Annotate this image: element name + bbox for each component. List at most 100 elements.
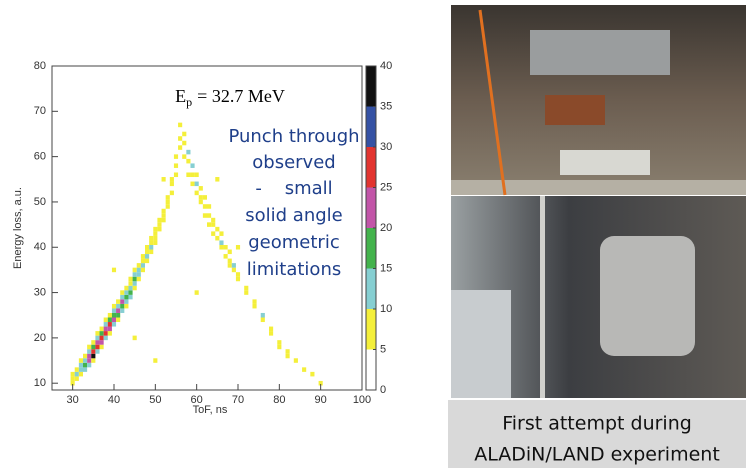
heatmap-cell — [202, 195, 207, 200]
heatmap-cell — [78, 371, 83, 377]
heatmap-cell — [231, 263, 236, 268]
heatmap-cell — [116, 299, 121, 304]
y-axis-label: Energy loss, a.u. — [12, 187, 24, 269]
x-tick-label: 50 — [149, 394, 161, 406]
heatmap-cell — [128, 294, 133, 300]
heatmap-cell — [194, 290, 199, 295]
heatmap-cell — [124, 294, 129, 300]
colorbar-tick-label: 30 — [380, 141, 392, 153]
heatmap-cell — [103, 317, 108, 323]
heatmap-cell — [91, 353, 96, 359]
heatmap-cell — [169, 177, 174, 182]
heatmap-cell — [190, 181, 195, 187]
heatmap-cell — [124, 290, 129, 295]
heatmap-cell — [207, 213, 212, 218]
heatmap-cell — [302, 367, 307, 372]
heatmap-cell — [231, 267, 236, 273]
annotation-line: solid angle — [245, 205, 342, 226]
photo-bottom — [451, 196, 746, 398]
heatmap-cell — [120, 290, 125, 295]
heatmap-cell — [161, 213, 166, 218]
y-tick-label: 10 — [34, 377, 46, 389]
heatmap-cell — [107, 312, 112, 318]
heatmap-cell — [91, 349, 96, 354]
heatmap-cell — [140, 254, 145, 259]
heatmap-cell — [111, 312, 117, 318]
heatmap-cell — [99, 335, 104, 341]
x-axis-label: ToF, ns — [193, 404, 228, 416]
heatmap-cell — [178, 136, 183, 141]
y-tick-label: 30 — [34, 286, 46, 298]
heatmap-cell — [318, 380, 323, 386]
heatmap-cell — [116, 312, 121, 318]
heatmap-cell — [132, 276, 137, 282]
heatmap-cell — [211, 217, 216, 223]
colorbar-tick-label: 15 — [380, 262, 392, 274]
x-tick-label: 70 — [232, 394, 244, 406]
heatmap-cell — [136, 272, 141, 277]
heatmap-cell — [169, 181, 174, 187]
heatmap-cell — [227, 263, 232, 268]
heatmap-cell — [198, 195, 203, 200]
heatmap-cell — [140, 267, 145, 273]
annotation-line: - small — [255, 178, 332, 199]
y-tick-label: 70 — [34, 105, 46, 117]
heatmap-cell — [207, 204, 212, 209]
annotation-line: observed — [252, 152, 335, 173]
heatmap-cell — [74, 371, 79, 377]
heatmap-cell — [103, 326, 108, 332]
heatmap-cell — [194, 190, 199, 196]
heatmap-cell — [182, 131, 187, 137]
x-tick-label: 40 — [108, 394, 120, 406]
heatmap-cell — [202, 213, 207, 218]
heatmap-cell — [244, 290, 249, 295]
colorbar-segment — [366, 106, 376, 147]
heatmap-cell — [124, 303, 129, 309]
colorbar-tick-label: 0 — [380, 384, 386, 396]
heatmap-cell — [145, 244, 150, 250]
heatmap-cell — [136, 276, 141, 282]
heatmap-cell — [293, 358, 298, 363]
y-tick-label: 50 — [34, 196, 46, 208]
annotation-line: Punch through — [228, 126, 359, 147]
heatmap-cell — [87, 349, 92, 354]
heatmap-cell — [269, 326, 274, 332]
heatmap-cell — [165, 195, 170, 200]
y-tick-label: 20 — [34, 332, 46, 344]
heatmap-cell — [70, 380, 75, 386]
plot-frame — [51, 65, 363, 391]
heatmap-cell — [91, 344, 96, 350]
heatmap-cell — [207, 222, 212, 227]
heatmap-cell — [215, 235, 220, 241]
heatmap-cell — [235, 272, 241, 277]
heatmap-cell — [111, 308, 117, 313]
heatmap-cell — [186, 158, 191, 164]
heatmap-cell — [182, 140, 187, 146]
colorbar-tick-label: 10 — [380, 303, 392, 315]
heatmap-cell — [219, 244, 224, 250]
heatmap-cell — [107, 331, 112, 336]
heatmap-cell — [244, 285, 249, 291]
heatmap-cell — [194, 181, 199, 187]
heatmap-cell — [182, 154, 187, 159]
colorbar-tick-label: 25 — [380, 181, 392, 193]
heatmap-cell — [120, 299, 125, 304]
heatmap-cell — [285, 349, 290, 354]
heatmap-cell — [136, 263, 141, 268]
heatmap-cell — [87, 344, 92, 350]
heatmap-cell — [78, 362, 83, 368]
colorbar-segment — [366, 309, 376, 350]
heatmap-cell — [136, 267, 141, 273]
heatmap-cell — [87, 353, 92, 359]
heatmap-cell — [99, 326, 104, 332]
colorbar-segment — [366, 268, 376, 309]
heatmap-cell — [124, 299, 129, 304]
heatmap-cell — [128, 281, 133, 286]
heatmap-cell — [235, 276, 241, 282]
heatmap-cell — [173, 172, 179, 178]
heatmap-cell — [87, 358, 92, 363]
colorbar-segment — [366, 187, 376, 228]
heatmap-cell — [99, 344, 104, 350]
heatmap-cell — [132, 272, 137, 277]
heatmap-cell — [116, 317, 121, 323]
